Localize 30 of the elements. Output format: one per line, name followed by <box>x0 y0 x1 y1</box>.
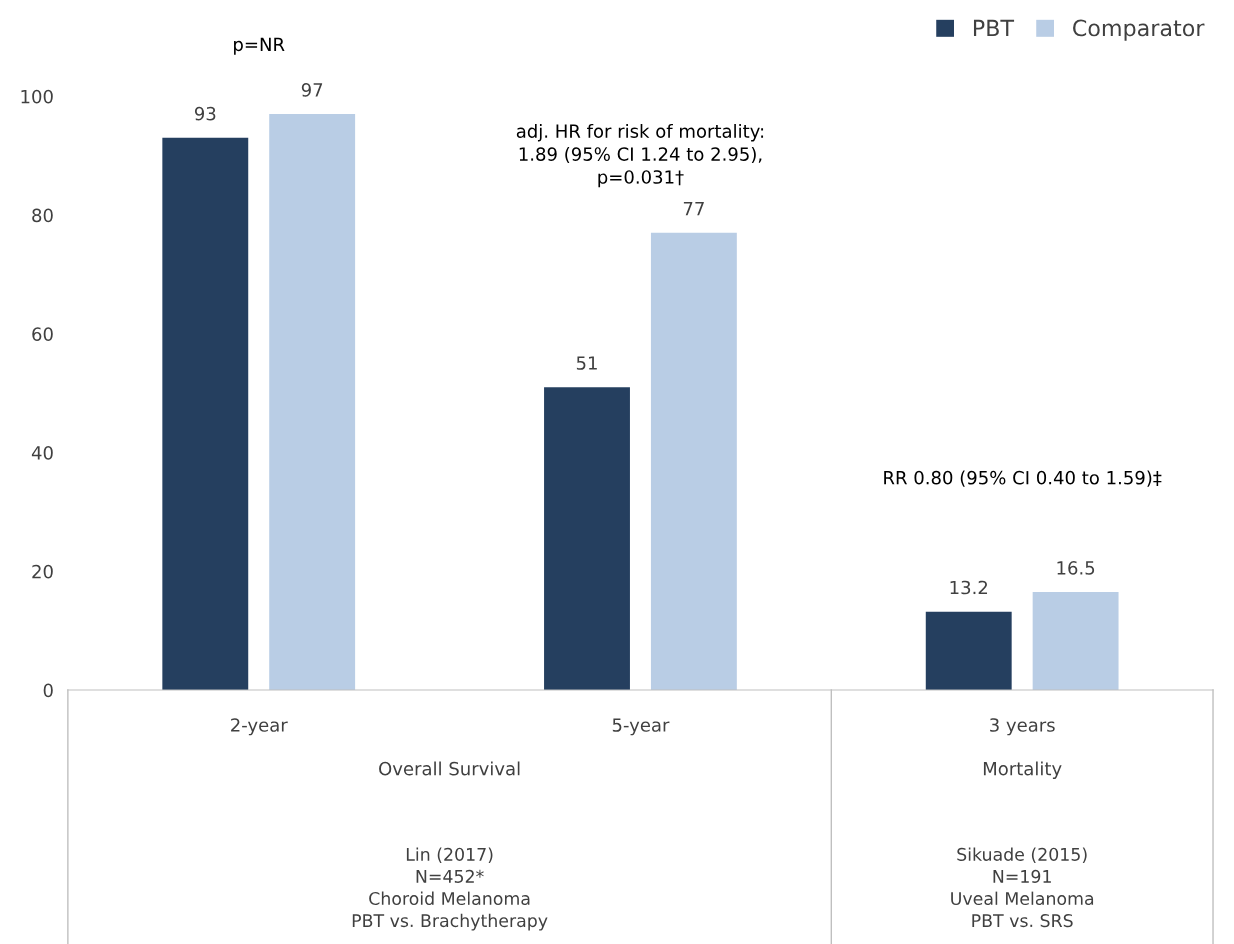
x-tick-label: 3 years <box>990 718 1055 736</box>
y-tick-label: 80 <box>32 208 53 223</box>
annotation: adj. HR for risk of mortality: 1.89 (95% CI 1.24 to 2.95), p=0.031† <box>516 123 764 188</box>
bar <box>1032 592 1119 691</box>
text: Mortality <box>983 761 1062 779</box>
data-label: 16.5 <box>1057 561 1095 575</box>
bar <box>650 232 737 691</box>
data-label: 51 <box>576 356 597 370</box>
y-tick-label: 0 <box>43 683 53 698</box>
legend-label: PBT <box>973 19 1015 37</box>
x-tick-label: 2-year <box>231 718 288 736</box>
x-tick-label: 5-year <box>612 718 670 736</box>
bar <box>544 387 630 691</box>
text: Sikuade (2015) N=191 Uveal Melanoma PBT vs. SRS <box>951 847 1094 928</box>
data-label: 97 <box>301 83 323 97</box>
y-tick-label: 20 <box>32 564 53 579</box>
y-tick-label: 60 <box>32 327 53 341</box>
bar <box>162 137 249 691</box>
y-tick-label: 40 <box>31 446 53 460</box>
bar <box>925 611 1012 691</box>
annotation: RR 0.80 (95% CI 0.40 to 1.59)‡ <box>884 470 1162 487</box>
y-tick-label: 100 <box>21 89 53 104</box>
text: Overall Survival <box>379 761 520 776</box>
text: p=NR <box>234 37 285 55</box>
data-label: 13.2 <box>950 580 988 595</box>
data-label: 77 <box>683 202 704 216</box>
bar <box>269 114 356 691</box>
data-label: 93 <box>194 106 216 121</box>
legend-label: Comparator <box>1073 19 1205 41</box>
text: Lin (2017) N=452* Choroid Melanoma PBT vs. Brachytherapy <box>352 847 548 931</box>
